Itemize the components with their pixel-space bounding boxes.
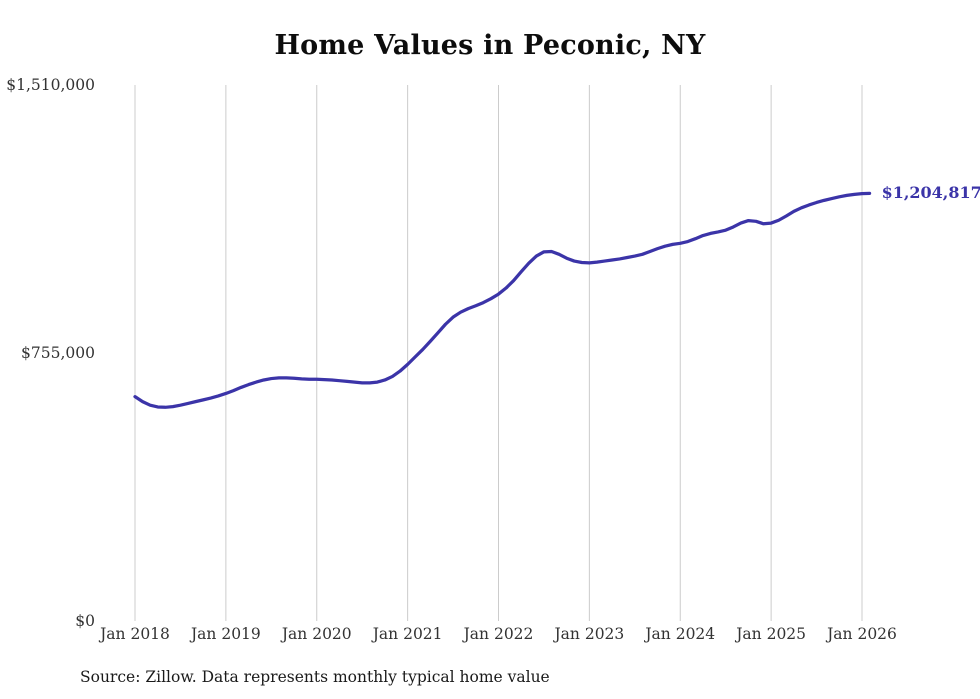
home-value-line <box>133 191 872 409</box>
source-note: Source: Zillow. Data represents monthly … <box>80 668 550 686</box>
x-axis-tick-label: Jan 2019 <box>189 625 261 643</box>
y-axis-tick-label: $0 <box>75 612 95 630</box>
x-axis-tick-label: Jan 2022 <box>462 625 534 643</box>
x-axis-tick-label: Jan 2025 <box>734 625 806 643</box>
y-axis-tick-label: $1,510,000 <box>6 76 95 94</box>
x-axis-tick-label: Jan 2024 <box>643 625 715 643</box>
x-axis-tick-label: Jan 2020 <box>280 625 352 643</box>
chart-title: Home Values in Peconic, NY <box>274 30 706 61</box>
x-axis-tick-label: Jan 2026 <box>825 625 897 643</box>
x-axis-tick-label: Jan 2018 <box>98 625 170 643</box>
x-axis-tick-label: Jan 2021 <box>371 625 443 643</box>
y-axis-tick-label: $755,000 <box>21 344 95 362</box>
latest-value-label: $1,204,817 <box>881 183 980 203</box>
x-axis-tick-label: Jan 2023 <box>552 625 624 643</box>
